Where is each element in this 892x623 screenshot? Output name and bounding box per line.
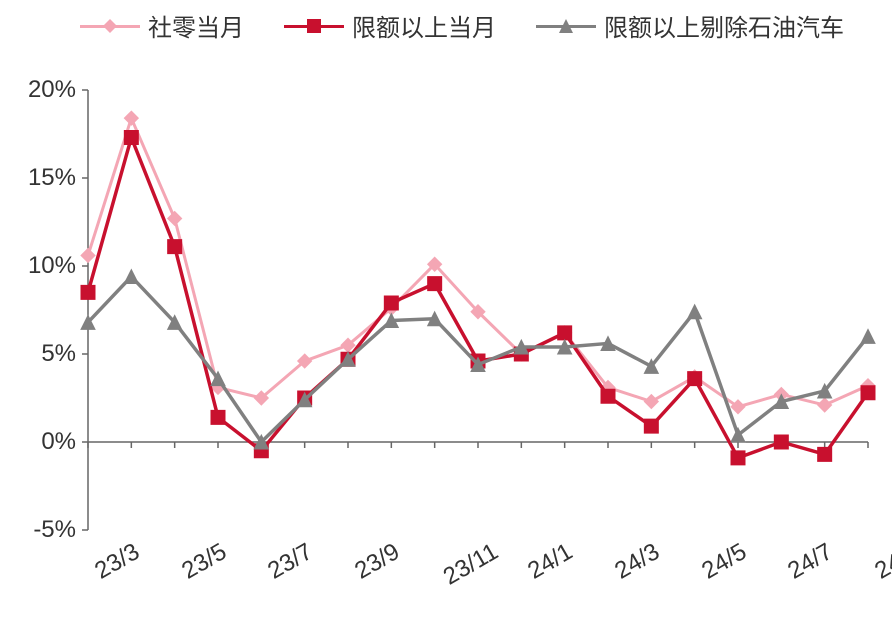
plot-area: [88, 90, 868, 530]
legend-item: 限额以上当月: [284, 8, 496, 43]
series-marker: [818, 447, 832, 461]
series-marker: [124, 270, 138, 284]
plot-svg: [88, 90, 868, 530]
series-marker: [644, 419, 658, 433]
series-marker: [124, 111, 138, 125]
x-axis-labels: 23/323/523/723/923/1124/124/324/524/724/…: [88, 530, 868, 590]
x-tick-label: 24/9: [870, 538, 892, 586]
series-marker: [818, 398, 832, 412]
legend-label: 社零当月: [148, 8, 244, 43]
series-marker: [428, 277, 442, 291]
x-tick-label: 23/7: [264, 538, 318, 586]
y-tick-label: 5%: [41, 340, 76, 368]
x-tick-label: 23/9: [350, 538, 404, 586]
diamond-icon: [102, 18, 118, 34]
legend-item: 限额以上剔除石油汽车: [536, 8, 844, 43]
legend: 社零当月 限额以上当月 限额以上剔除石油汽车: [80, 8, 872, 43]
series-marker: [731, 451, 745, 465]
y-tick-label: 15%: [28, 164, 76, 192]
series-marker: [861, 329, 875, 343]
series-marker: [168, 240, 182, 254]
legend-item: 社零当月: [80, 8, 244, 43]
series-marker: [774, 435, 788, 449]
y-tick-label: 0%: [41, 428, 76, 456]
x-tick-label: 23/3: [90, 538, 144, 586]
x-tick-label: 24/7: [784, 538, 838, 586]
legend-marker: [80, 16, 140, 36]
series-marker: [644, 395, 658, 409]
square-icon: [306, 18, 322, 34]
x-tick-label: 24/3: [610, 538, 664, 586]
series-marker: [861, 386, 875, 400]
series-marker: [384, 296, 398, 310]
y-axis-labels: -5%0%5%10%15%20%: [0, 90, 84, 530]
legend-label: 限额以上剔除石油汽车: [604, 8, 844, 43]
series-line: [88, 138, 868, 458]
series-marker: [688, 372, 702, 386]
x-tick-label: 24/1: [524, 538, 578, 586]
triangle-icon: [558, 18, 574, 34]
chart-container: 社零当月 限额以上当月 限额以上剔除石油汽车 -5% 0% 5% 10% 15% 20% 23…: [0, 0, 892, 623]
x-tick-label: 23/11: [438, 538, 502, 591]
series-marker: [601, 389, 615, 403]
series-marker: [124, 131, 138, 145]
y-tick-label: 10%: [28, 252, 76, 280]
x-tick-label: 24/5: [697, 538, 751, 586]
series-marker: [558, 326, 572, 340]
series-marker: [688, 305, 702, 319]
series-marker: [81, 285, 95, 299]
x-tick-label: 23/5: [177, 538, 231, 586]
series-marker: [168, 211, 182, 225]
legend-label: 限额以上当月: [352, 8, 496, 43]
series-marker: [211, 410, 225, 424]
legend-marker: [284, 16, 344, 36]
y-tick-label: 20%: [28, 76, 76, 104]
y-tick-label: -5%: [33, 516, 76, 544]
legend-marker: [536, 16, 596, 36]
